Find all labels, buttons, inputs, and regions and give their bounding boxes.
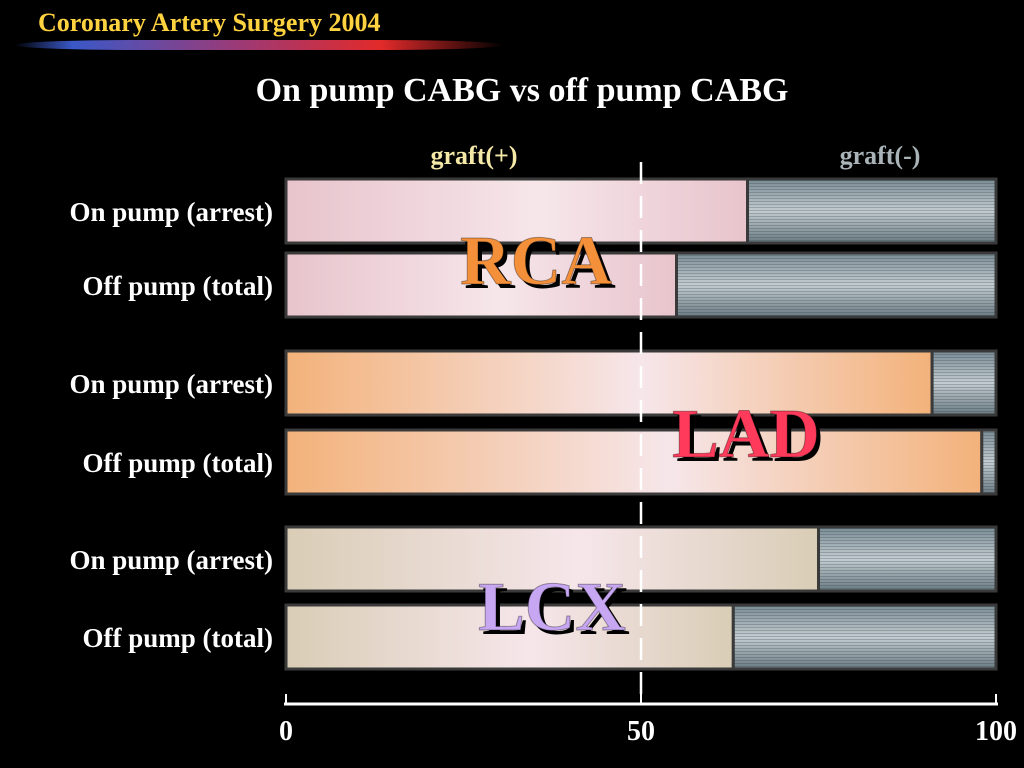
- x-tick-label-50: 50: [627, 716, 655, 747]
- x-tick-label-100: 100: [975, 716, 1017, 747]
- bar-texture-lad-1: [981, 430, 996, 494]
- legend-entry-graft-positive: graft(+): [431, 141, 518, 170]
- row-label-lcx-0: On pump (arrest): [69, 545, 273, 575]
- row-label-rca-0: On pump (arrest): [69, 197, 273, 227]
- header-underline-swoosh: [14, 40, 504, 50]
- bar-graft-positive-rca-1: [284, 251, 678, 319]
- group-label-rca: RCA: [460, 223, 612, 300]
- bar-graft-positive-lcx-0: [284, 525, 820, 593]
- group-label-shadow-lad: LAD: [676, 400, 824, 477]
- bar-texture-rca-0: [747, 179, 996, 243]
- x-tick-label-0: 0: [279, 716, 293, 747]
- bar-texture-rca-1: [676, 253, 996, 317]
- group-label-shadow-lcx: LCX: [482, 573, 630, 650]
- row-label-lad-0: On pump (arrest): [69, 369, 273, 399]
- bar-texture-lcx-1: [733, 605, 996, 669]
- legend-entry-graft-negative: graft(-): [840, 141, 921, 170]
- bar-texture-lcx-0: [818, 527, 996, 591]
- group-label-shadow-rca: RCA: [464, 227, 616, 304]
- row-label-lad-1: Off pump (total): [83, 448, 274, 478]
- group-label-lcx: LCX: [478, 569, 626, 646]
- bar-graft-positive-rca-0: [284, 177, 749, 245]
- group-label-lad: LAD: [672, 396, 820, 473]
- row-label-rca-1: Off pump (total): [83, 271, 274, 301]
- bar-graft-positive-lad-1: [284, 428, 984, 496]
- slide-header-title: Coronary Artery Surgery 2004: [38, 8, 381, 37]
- bar-texture-lad-0: [932, 351, 996, 415]
- bar-graft-positive-lcx-1: [284, 603, 735, 671]
- chart-title: On pump CABG vs off pump CABG: [255, 72, 789, 109]
- bar-graft-positive-lad-0: [284, 349, 934, 417]
- row-label-lcx-1: Off pump (total): [83, 623, 274, 653]
